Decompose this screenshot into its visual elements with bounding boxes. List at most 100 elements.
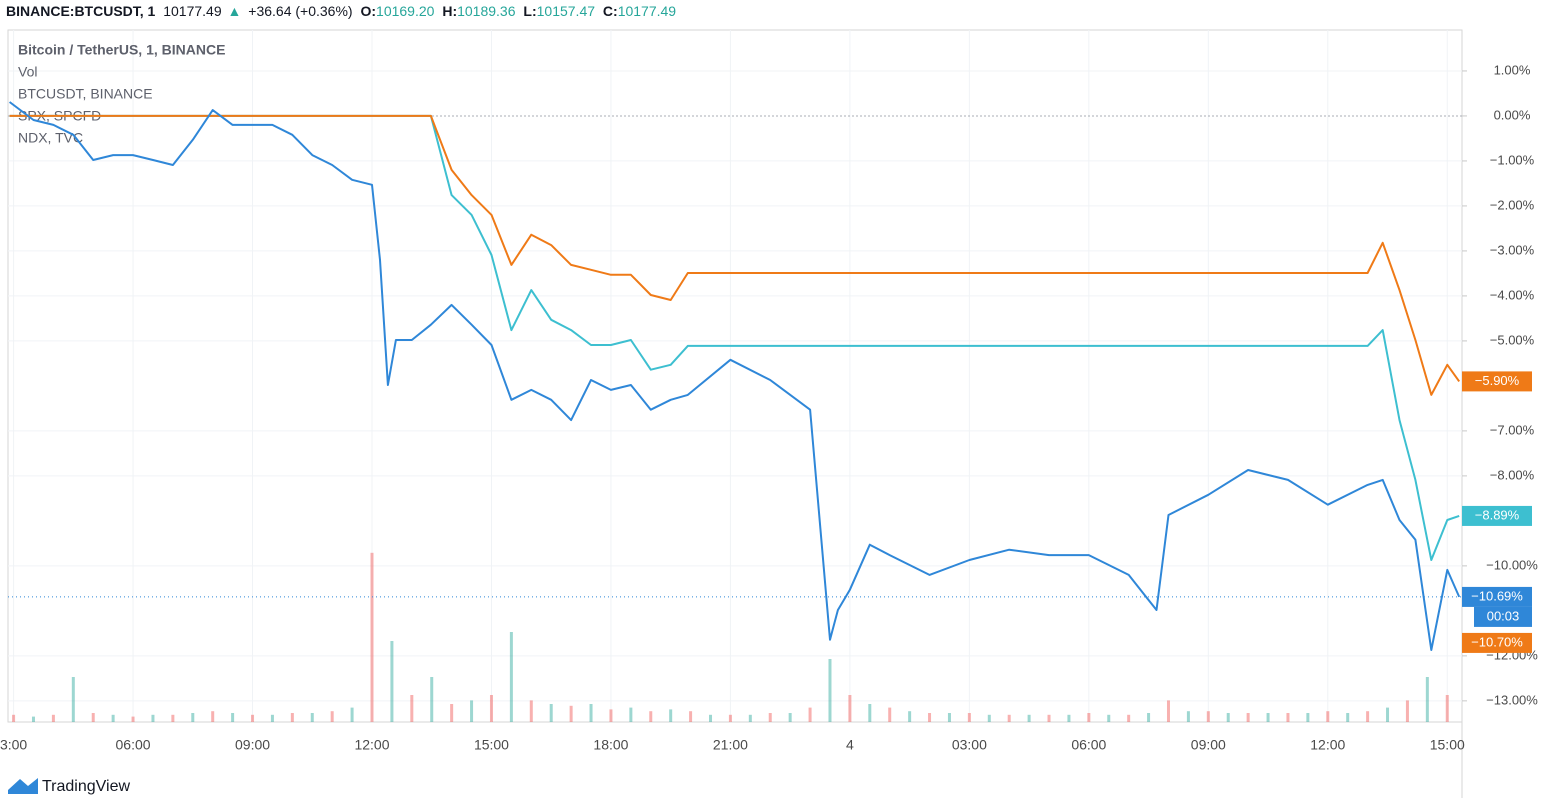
- volume-bar: [629, 707, 633, 722]
- price-badge: [1462, 505, 1532, 526]
- volume-bar: [1127, 714, 1131, 722]
- volume-bar: [290, 713, 294, 722]
- volume-bar: [191, 713, 195, 722]
- volume-bar: [71, 677, 75, 722]
- y-tick-label: −1.00%: [1490, 152, 1535, 167]
- volume-bar: [1306, 713, 1310, 722]
- header: BINANCE:BTCUSDT, 1 10177.49 ▲ +36.64 (+0…: [6, 3, 676, 19]
- price-badge-label: −10.70%: [1471, 634, 1523, 649]
- volume-bar: [828, 659, 832, 722]
- volume-bar: [908, 711, 912, 722]
- volume-bar: [1147, 713, 1151, 722]
- y-tick-label: −4.00%: [1490, 287, 1535, 302]
- volume-bar: [569, 705, 573, 722]
- volume-bar: [1445, 695, 1449, 722]
- volume-bar: [1206, 711, 1210, 722]
- x-tick-label: 3:00: [0, 737, 27, 753]
- volume-bar: [689, 711, 693, 722]
- y-tick-label: 1.00%: [1494, 62, 1531, 77]
- volume-bar: [330, 711, 334, 722]
- volume-bar: [1107, 714, 1111, 722]
- volume-bar: [251, 714, 255, 722]
- series-line: [9, 114, 1461, 396]
- volume-bar: [1087, 713, 1091, 722]
- volume-bar: [410, 695, 414, 722]
- volume-bar: [470, 700, 474, 722]
- volume-bar: [1386, 707, 1390, 722]
- volume-bar: [1326, 711, 1330, 722]
- ohlc-key: O:: [360, 3, 376, 19]
- volume-bar: [609, 709, 613, 722]
- volume-bar: [450, 704, 454, 722]
- countdown-badge: [1474, 606, 1532, 627]
- volume-bar: [748, 714, 752, 722]
- volume-bar: [370, 552, 374, 722]
- volume-bar: [1266, 713, 1270, 722]
- volume-bar: [1366, 711, 1370, 722]
- price-badge-label: −8.89%: [1475, 507, 1520, 522]
- volume-bar: [669, 709, 673, 722]
- volume-bar: [1186, 711, 1190, 722]
- y-tick-label: −7.00%: [1490, 422, 1535, 437]
- volume-bar: [1425, 677, 1429, 722]
- volume-bar: [51, 714, 55, 722]
- legend-entry: NDX, TVC: [18, 130, 83, 146]
- x-tick-label: 18:00: [593, 737, 628, 753]
- volume-bar: [131, 716, 135, 722]
- x-tick-label: 4: [846, 737, 854, 753]
- volume-bar: [1346, 713, 1350, 722]
- ohlc-value: 10177.49: [618, 3, 677, 19]
- legend-entry: Vol: [18, 64, 37, 80]
- x-tick-label: 12:00: [1310, 737, 1345, 753]
- volume-bar: [529, 700, 533, 722]
- volume-bar: [310, 713, 314, 722]
- ohlc-value: 10169.20: [376, 3, 435, 19]
- volume-bar: [430, 677, 434, 722]
- volume-bar: [549, 704, 553, 722]
- volume-bar: [1246, 713, 1250, 722]
- series-line: [9, 114, 1460, 561]
- volume-bar: [489, 695, 493, 722]
- volume-bar: [91, 713, 95, 722]
- x-tick-label: 09:00: [235, 737, 270, 753]
- y-tick-label: −2.00%: [1490, 197, 1535, 212]
- change: +36.64 (+0.36%): [248, 3, 352, 19]
- countdown: 00:03: [1487, 608, 1520, 623]
- x-tick-label: 15:00: [474, 737, 509, 753]
- volume-bar: [111, 714, 115, 722]
- x-tick-label: 06:00: [1071, 737, 1106, 753]
- legend-entry: BTCUSDT, BINANCE: [18, 86, 153, 102]
- symbol: BINANCE:BTCUSDT, 1: [6, 3, 156, 19]
- arrow: ▲: [228, 3, 242, 19]
- volume-bar: [1226, 713, 1230, 722]
- y-tick-label: −10.00%: [1486, 557, 1538, 572]
- volume-bar: [1047, 714, 1051, 722]
- y-tick-label: 0.00%: [1494, 107, 1531, 122]
- volume-bar: [589, 704, 593, 722]
- y-tick-label: −3.00%: [1490, 242, 1535, 257]
- volume-bar: [171, 714, 175, 722]
- x-tick-label: 12:00: [354, 737, 389, 753]
- series-line: [8, 101, 1461, 651]
- volume-bar: [350, 707, 354, 722]
- volume-bar: [1027, 714, 1031, 722]
- brand: TradingView: [42, 778, 130, 795]
- price-badge: [1462, 632, 1532, 653]
- price-badge-label: −10.69%: [1471, 588, 1523, 603]
- volume-bar: [1007, 714, 1011, 722]
- volume-bar: [768, 713, 772, 722]
- ohlc-key: C:: [603, 3, 618, 19]
- volume-bar: [987, 714, 991, 722]
- plot-frame: [7, 29, 1463, 723]
- x-tick-label: 03:00: [952, 737, 987, 753]
- volume-bar: [728, 714, 732, 722]
- volume-bar: [270, 714, 274, 722]
- price: 10177.49: [163, 3, 222, 19]
- y-tick-label: −5.00%: [1490, 332, 1535, 347]
- ohlc-key: H:: [442, 3, 457, 19]
- volume-bar: [868, 704, 872, 722]
- logo: TradingView: [8, 778, 130, 795]
- legend-title: Bitcoin / TetherUS, 1, BINANCE: [18, 42, 225, 58]
- volume-bar: [788, 713, 792, 722]
- volume-bar: [1405, 700, 1409, 722]
